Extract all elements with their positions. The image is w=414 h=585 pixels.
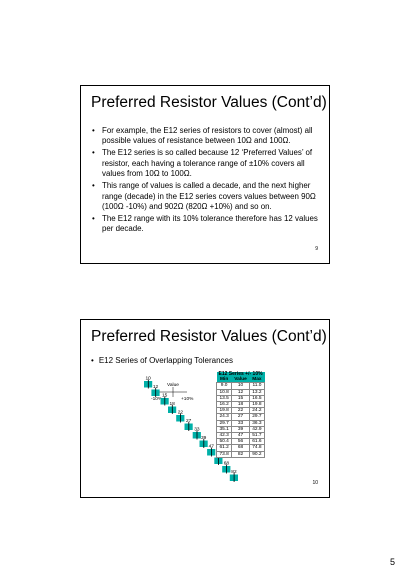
table-cell: 82 bbox=[231, 450, 250, 458]
table-cell: 13.2 bbox=[248, 388, 266, 396]
bullet-item: E12 Series of Overlapping Tolerances bbox=[91, 356, 233, 365]
bar-label: 15 bbox=[162, 393, 168, 399]
table-row: 16.2 18 19.8 bbox=[215, 400, 266, 409]
table-cell: 36.3 bbox=[248, 419, 266, 427]
bar-label: 82 bbox=[231, 469, 237, 475]
legend-value-label: Value bbox=[167, 382, 179, 388]
bullet-item: For example, the E12 series of resistors… bbox=[91, 126, 319, 147]
table-cell: 10.8 bbox=[215, 388, 233, 396]
bullet-item: The E12 range with its 10% tolerance the… bbox=[91, 214, 319, 235]
slide-title: Preferred Resistor Values (Cont’d) bbox=[91, 94, 327, 111]
table-row: 61.2 68 74.8 bbox=[215, 444, 266, 452]
slide-number: 9 bbox=[315, 246, 318, 252]
table-row: 9.0 10 11.0 bbox=[215, 382, 266, 390]
table-cell: 19.8 bbox=[215, 407, 233, 415]
table-cell: 9.0 bbox=[215, 382, 233, 390]
bullet-list: For example, the E12 series of resistors… bbox=[91, 126, 319, 236]
bar-label: 68 bbox=[224, 461, 230, 467]
bullet-item: The E12 series is so called because 12 ‘… bbox=[91, 148, 319, 179]
table-cell: 74.8 bbox=[248, 444, 266, 452]
table-row: 35.1 39 42.9 bbox=[215, 425, 266, 434]
table-row: 19.8 22 24.2 bbox=[215, 407, 266, 415]
table-cell: 29.7 bbox=[248, 413, 266, 421]
legend-plus-label: +10% bbox=[181, 396, 194, 402]
table-row: 10.8 12 13.2 bbox=[215, 388, 266, 396]
tolerance-legend: Value -10% +10% bbox=[151, 382, 194, 402]
table-cell: 13.5 bbox=[215, 394, 233, 403]
table-cell: 42.3 bbox=[215, 432, 233, 440]
bar-label: 10 bbox=[146, 376, 152, 382]
table-cell: 16.5 bbox=[248, 394, 266, 403]
legend-minus-label: -10% bbox=[151, 396, 163, 402]
table-row: 42.3 47 51.7 bbox=[215, 432, 266, 440]
table-header-max: Max bbox=[249, 377, 265, 383]
slide-10: Preferred Resistor Values (Cont’d) E12 S… bbox=[80, 319, 330, 498]
slide-9: Preferred Resistor Values (Cont’d) For e… bbox=[80, 85, 330, 264]
table-cell: 35.1 bbox=[215, 425, 233, 434]
page-number: 5 bbox=[390, 557, 396, 567]
bar-label: 22 bbox=[178, 410, 184, 416]
table-cell: 24.2 bbox=[248, 407, 266, 415]
table-cell: 50.4 bbox=[215, 438, 233, 446]
table-header-min: Min bbox=[216, 377, 232, 383]
table-cell: 51.7 bbox=[248, 432, 266, 440]
table-cell: 24.3 bbox=[215, 413, 233, 421]
tolerance-diagram: Value -10% +10% 101215182227333947566882 bbox=[144, 376, 238, 482]
bar-label: 18 bbox=[170, 401, 176, 407]
table-cell: 11.0 bbox=[248, 382, 266, 390]
table-row: 73.8 82 90.2 bbox=[215, 450, 266, 458]
table-cell: 73.8 bbox=[215, 450, 233, 458]
bar-label: 27 bbox=[186, 418, 192, 424]
table-cell: 61.2 bbox=[215, 444, 233, 452]
table-row: 24.3 27 29.7 bbox=[215, 413, 266, 421]
bullet-item: This range of values is called a decade,… bbox=[91, 181, 319, 212]
table-cell: 16.2 bbox=[215, 400, 233, 409]
slide-number: 10 bbox=[312, 480, 318, 486]
table-cell: 90.2 bbox=[248, 450, 266, 458]
e12-table: E12 Series +/- 10% Min Value Max 9.0 10 11… bbox=[215, 371, 266, 458]
tolerance-bars: 101215182227333947566882 bbox=[144, 376, 238, 482]
table-cell: 19.8 bbox=[248, 400, 266, 409]
table-cell: 42.9 bbox=[248, 425, 266, 434]
table-cell: 29.7 bbox=[215, 419, 233, 427]
table-header-value: Value bbox=[231, 377, 250, 383]
table-body: 9.0 10 11.0 10.8 12 13.2 13.5 15 16.5 16.2 18 19.8 1… bbox=[215, 382, 266, 458]
table-row: 29.7 33 36.3 bbox=[215, 419, 266, 427]
table-cell: 61.6 bbox=[248, 438, 266, 446]
bar-label: 12 bbox=[153, 384, 159, 390]
bar-label: 47 bbox=[209, 444, 215, 450]
bar-label: 39 bbox=[201, 435, 207, 441]
bar-label: 33 bbox=[194, 427, 200, 433]
slide-title: Preferred Resistor Values (Cont’d) bbox=[91, 328, 327, 345]
table-row: 13.5 15 16.5 bbox=[215, 394, 266, 403]
table-caption: E12 Series +/- 10% bbox=[216, 371, 265, 378]
table-row: 50.4 56 61.6 bbox=[215, 438, 266, 446]
